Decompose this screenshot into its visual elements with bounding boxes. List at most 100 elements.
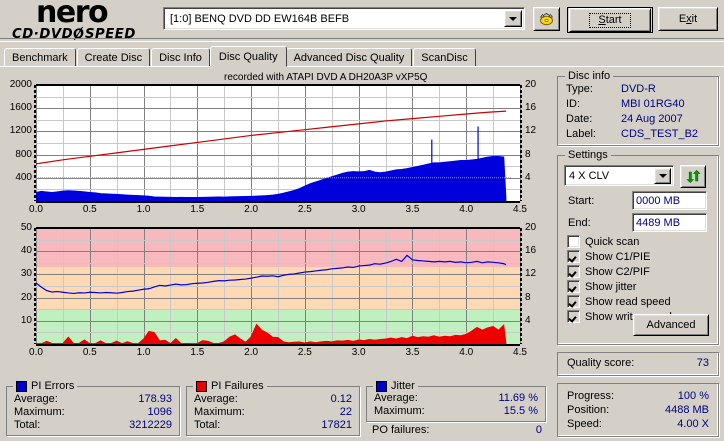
y2tick-label: 12 <box>525 125 537 137</box>
series-pi-failures <box>36 323 507 345</box>
checkbox-box[interactable] <box>567 280 580 293</box>
tab-scandisc[interactable]: ScanDisc <box>413 48 476 67</box>
disc-info-value-1: MBI 01RG40 <box>621 98 685 110</box>
ytick-label: 1600 <box>9 102 32 114</box>
tab-disc-info[interactable]: Disc Info <box>151 48 210 67</box>
gridline-h <box>36 178 520 179</box>
refresh-button[interactable] <box>680 165 706 188</box>
xtick-label: 2.0 <box>244 204 259 215</box>
xtick-label: 3.5 <box>405 204 420 215</box>
checkbox-box[interactable] <box>567 310 580 323</box>
gridline-h-minor <box>36 189 520 190</box>
pi-failures-value-2: 17821 <box>321 419 352 431</box>
pi-failures-label-2: Total: <box>194 419 221 431</box>
y2tick-label: 16 <box>525 245 537 257</box>
ytick-label: 40 <box>20 245 32 257</box>
jitter-label-1: Maximum: <box>374 405 425 417</box>
gridline-h-minor <box>36 143 520 144</box>
y2tick-label: 8 <box>525 148 531 160</box>
end-address-input[interactable]: 4489 MB <box>632 213 707 232</box>
ytick-label: 800 <box>15 148 32 160</box>
pi-errors-value-2: 3212229 <box>129 419 172 431</box>
y2tick-label: 16 <box>525 102 537 114</box>
chevron-down-icon[interactable] <box>504 10 522 27</box>
pi-failures-value-0: 0.12 <box>330 393 352 405</box>
xtick-label: 2.5 <box>297 204 312 215</box>
gridline-h <box>36 155 520 156</box>
quality-score-value: 73 <box>696 357 709 369</box>
disc-info-label-2: Date: <box>566 113 593 125</box>
gridline-h-minor <box>36 166 520 167</box>
checkbox-show-read-speed[interactable]: Show read speed <box>567 295 671 308</box>
xtick-label: 1.5 <box>190 347 205 358</box>
checkbox-label: Show C1/PIE <box>585 250 651 263</box>
pi-failures-group: PI Failures Average: 0.12 Maximum: 22 Total:… <box>186 380 360 436</box>
logo-tagline: CD·DVDØSPEED <box>12 25 136 44</box>
chart-title: recorded with ATAPI DVD A DH20A3P vXP5Q <box>224 72 428 83</box>
pi-failures-label-1: Maximum: <box>194 406 245 418</box>
chevron-down-icon[interactable] <box>654 168 671 184</box>
checkbox-show-c1-pie[interactable]: Show C1/PIE <box>567 250 650 263</box>
xtick-label: 2.0 <box>244 347 259 358</box>
tab-disc-quality[interactable]: Disc Quality <box>209 46 287 67</box>
jitter-caption: Jitter <box>373 380 418 392</box>
start-address-input[interactable]: 0000 MB <box>632 191 707 210</box>
checkbox-quick-scan[interactable]: Quick scan <box>567 235 639 248</box>
write-speed-combobox[interactable]: 4 X CLV <box>564 165 674 186</box>
xtick-label: 4.0 <box>459 204 474 215</box>
axis-left <box>34 85 36 201</box>
pi-errors-label-0: Average: <box>14 393 58 405</box>
quality-score-group: Quality score: 73 <box>557 352 719 376</box>
disc-info-caption: Disc info <box>565 70 614 82</box>
logo-wordmark: nero <box>36 0 109 30</box>
tab-benchmark[interactable]: Benchmark <box>4 48 76 67</box>
series-pi-errors <box>36 155 507 202</box>
disc-info-group: Disc info Type: DVD-R ID: MBI 01RG40 Date: 24… <box>557 70 719 146</box>
logo-tagline-dvd: DVD <box>39 27 74 42</box>
axis-right <box>520 85 522 201</box>
tab-label: Advanced Disc Quality <box>293 51 405 64</box>
advanced-button[interactable]: Advanced <box>633 314 709 336</box>
disc-info-value-3: CDS_TEST_B2 <box>621 128 699 140</box>
xtick-label: 0.5 <box>82 347 97 358</box>
gridline-h-minor <box>36 240 520 241</box>
progress-value-1: 4488 MB <box>664 404 709 416</box>
drive-selector-combobox[interactable]: [1:0] BENQ DVD DD EW164B BEFB <box>163 7 525 30</box>
series-layer <box>36 254 507 345</box>
xtick-label: 0.0 <box>29 204 43 215</box>
tab-create-disc[interactable]: Create Disc <box>76 48 151 67</box>
pi-errors-group: PI Errors Average: 178.93 Maximum: 1096 Tota… <box>6 380 180 436</box>
gridline-h <box>36 321 520 322</box>
checkbox-label: Show read speed <box>585 295 671 308</box>
start-button[interactable]: Start <box>567 7 653 33</box>
axis-bottom <box>36 201 520 203</box>
gridline-h-minor <box>36 120 520 121</box>
progress-label-2: Speed: <box>567 418 602 430</box>
checkbox-show-jitter[interactable]: Show jitter <box>567 280 636 293</box>
tab-label: Create Disc <box>84 51 143 64</box>
xtick-label: 4.5 <box>513 347 527 358</box>
axis-top <box>36 84 520 86</box>
checkbox-box[interactable] <box>567 295 580 308</box>
ytick-label: 50 <box>20 222 32 233</box>
checkbox-box[interactable] <box>567 235 580 248</box>
pi-failures-label-0: Average: <box>194 393 238 405</box>
xtick-label: 0.0 <box>29 347 43 358</box>
progress-value-0: 100 % <box>677 390 709 402</box>
tab-advanced-disc-quality[interactable]: Advanced Disc Quality <box>285 48 413 67</box>
exit-button[interactable]: Exit <box>658 7 718 31</box>
progress-label-1: Position: <box>567 404 610 416</box>
quality-score-label: Quality score: <box>567 357 635 369</box>
checkbox-show-c2-pif[interactable]: Show C2/PIF <box>567 265 650 278</box>
tab-bar: Benchmark Create Disc Disc Info Disc Qualit… <box>4 46 477 67</box>
axis-top <box>36 227 520 229</box>
xtick-label: 1.0 <box>136 204 151 215</box>
series-layer <box>36 110 512 202</box>
tab-underline <box>0 66 724 67</box>
settings-caption: Settings <box>565 149 611 161</box>
y2tick-label: 4 <box>525 314 531 326</box>
checkbox-box[interactable] <box>567 265 580 278</box>
disc-eject-icon-button[interactable] <box>533 7 560 31</box>
tab-label: Disc Quality <box>218 50 278 63</box>
checkbox-box[interactable] <box>567 250 580 263</box>
